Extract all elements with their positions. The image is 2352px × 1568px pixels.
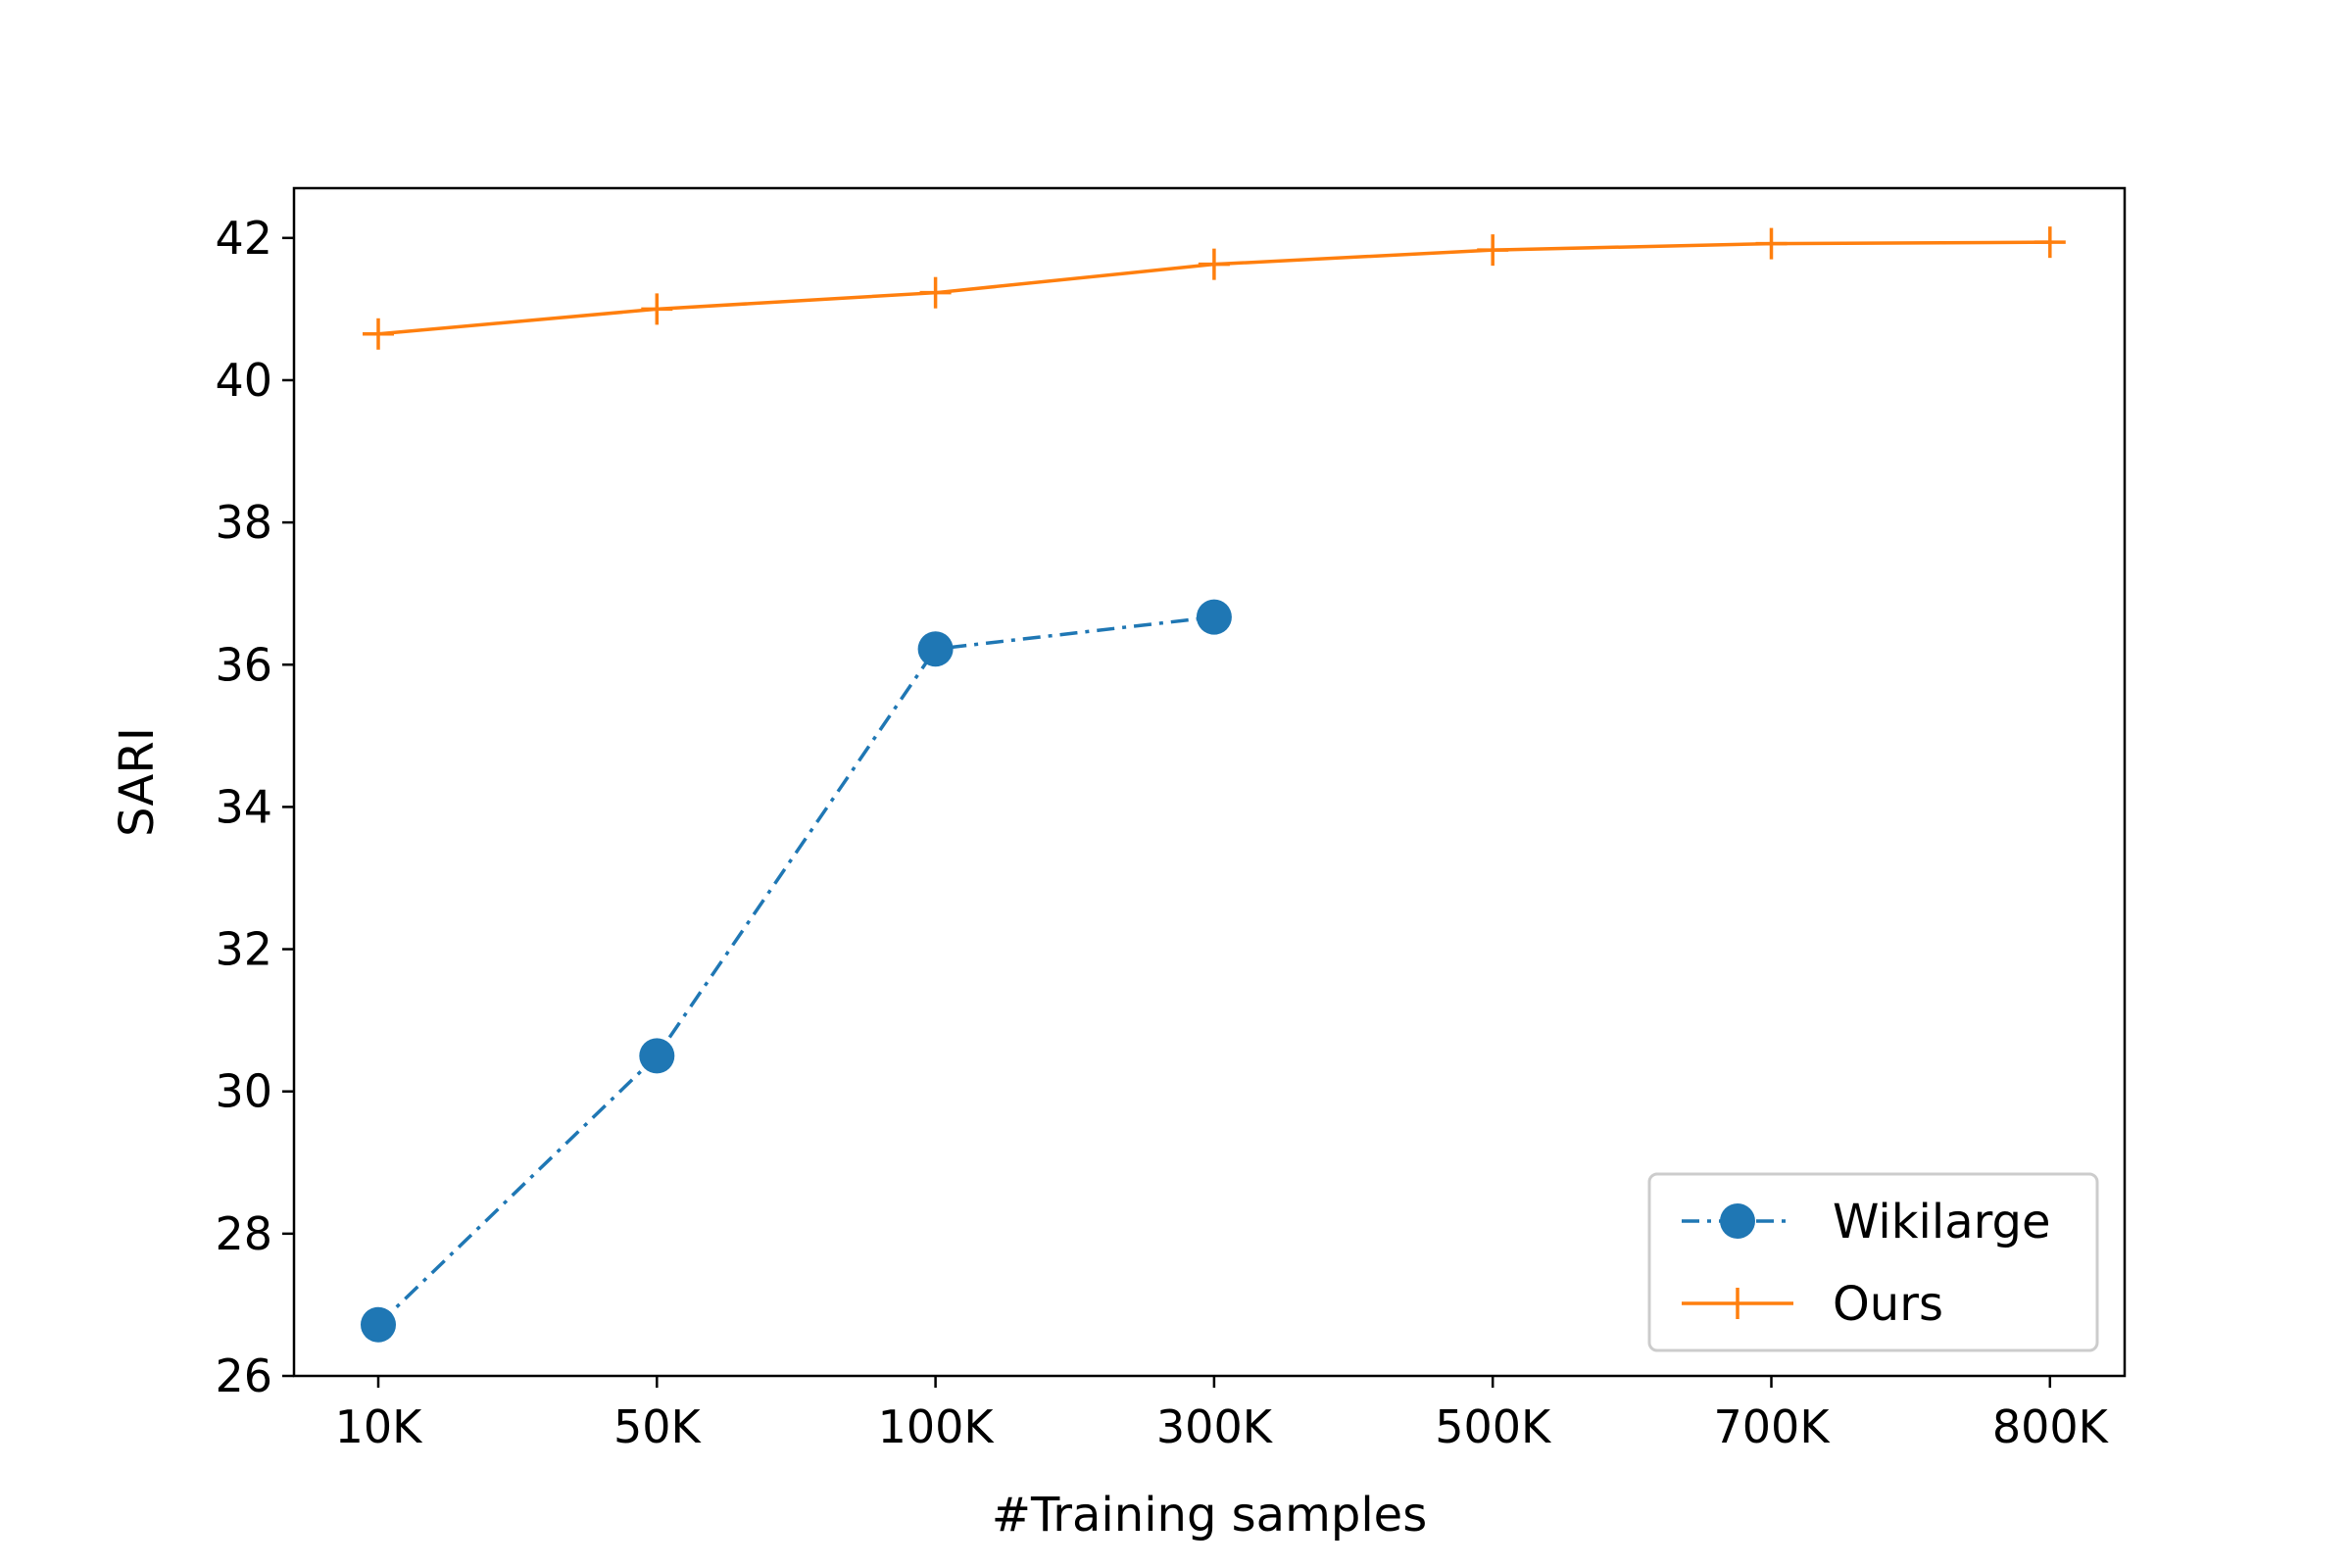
x-tick-label-300k: 300K [1156,1400,1274,1453]
series-line-wikilarge [376,614,1215,1327]
y-tick-label-32: 32 [215,923,272,976]
plot-area [361,226,2066,1343]
series-wikilarge [361,599,1232,1343]
point-wikilarge-300k [1196,599,1232,635]
x-axis: 10K 50K 100K 300K 500K 700K 800K [335,1376,2110,1453]
y-tick-label-36: 36 [215,638,272,691]
legend-frame [1647,1172,2099,1352]
y-axis-label: SARI [110,727,165,837]
x-tick-label-700k: 700K [1714,1400,1832,1453]
x-tick-label-100k: 100K [878,1400,996,1453]
point-ours-500k [1477,234,1509,267]
point-ours-50k [641,293,673,325]
series-ours [363,226,2066,350]
y-tick-label-26: 26 [215,1349,272,1402]
point-ours-10k [363,318,394,350]
plot-frame [292,186,2127,1378]
legend-label-ours: Ours [1833,1277,1943,1332]
legend-item-ours: Ours [1682,1277,1943,1332]
y-tick-label-40: 40 [215,354,272,407]
x-tick-label-10k: 10K [335,1400,424,1453]
y-tick-label-42: 42 [215,212,272,265]
x-tick-label-500k: 500K [1435,1400,1552,1453]
x-tick-label-50k: 50K [613,1400,703,1453]
legend-item-wikilarge: Wikilarge [1682,1195,2051,1250]
point-ours-700k [1755,227,1788,260]
point-ours-800k [2034,226,2066,259]
point-wikilarge-50k [639,1038,675,1074]
x-tick-label-800k: 800K [1992,1400,2110,1453]
legend: Wikilarge Ours [1647,1172,2099,1352]
legend-marker-wikilarge [1720,1203,1755,1239]
point-wikilarge-100k [917,631,954,667]
point-ours-100k [919,276,952,309]
y-tick-label-38: 38 [215,496,272,549]
legend-label-wikilarge: Wikilarge [1833,1195,2051,1250]
y-tick-label-34: 34 [215,780,272,833]
y-tick-label-30: 30 [215,1065,272,1118]
point-ours-300k [1198,248,1230,280]
point-wikilarge-10k [361,1306,396,1343]
x-axis-label: #Training samples [992,1488,1427,1543]
y-axis: 26 28 30 32 34 36 38 40 42 [215,212,294,1402]
y-tick-label-28: 28 [215,1207,272,1260]
